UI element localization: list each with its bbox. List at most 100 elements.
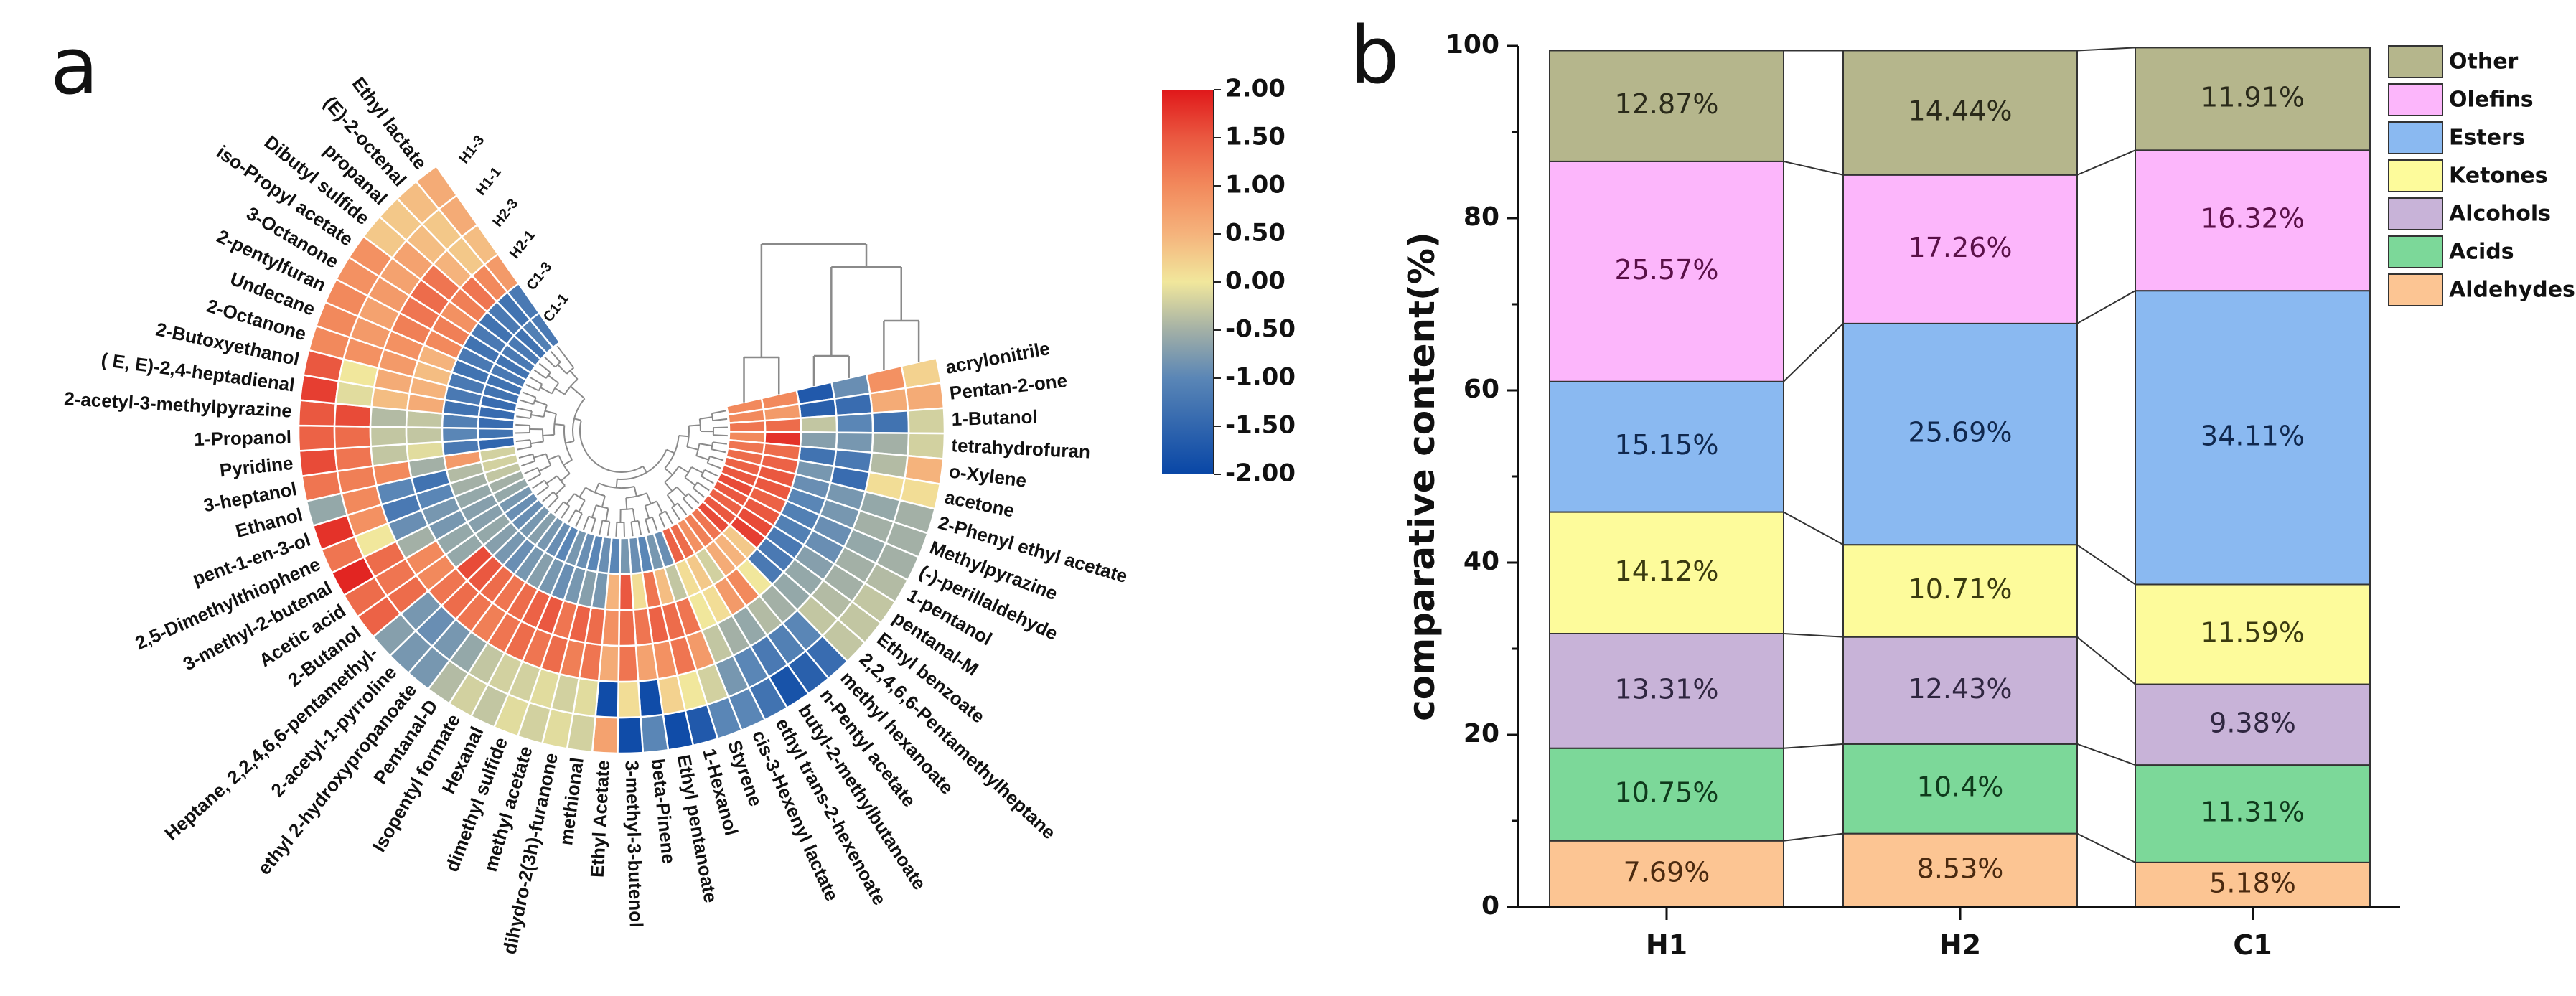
heatmap-cell bbox=[477, 427, 515, 441]
row-dendrogram-branch bbox=[699, 416, 713, 420]
row-dendrogram-branch bbox=[666, 494, 675, 506]
legend-label: Alcohols bbox=[2449, 202, 2551, 227]
connector-line bbox=[2076, 290, 2136, 324]
colorbar-tick-label: -2.00 bbox=[1225, 459, 1296, 488]
row-dendrogram-branch bbox=[545, 410, 557, 415]
row-dendrogram-branch bbox=[560, 473, 571, 482]
row-dendrogram-branch bbox=[594, 483, 600, 493]
row-dendrogram-branch bbox=[568, 509, 576, 523]
bar-data-label: 34.11% bbox=[2201, 420, 2305, 451]
row-dendrogram-branch bbox=[516, 415, 531, 419]
bar-data-label: 5.18% bbox=[2209, 867, 2296, 898]
row-dendrogram-branch bbox=[707, 462, 721, 469]
row-dendrogram-link bbox=[684, 466, 693, 479]
y-axis-label: comparative content(%) bbox=[1401, 232, 1443, 721]
row-dendrogram-branch bbox=[533, 453, 547, 459]
connector-line bbox=[1783, 832, 1844, 842]
row-dendrogram-branch bbox=[518, 453, 533, 459]
heatmap-cell bbox=[871, 409, 910, 434]
row-dendrogram-branch bbox=[532, 479, 545, 489]
row-dendrogram-branch bbox=[693, 487, 705, 498]
row-label: 1-Butanol bbox=[951, 405, 1038, 430]
row-dendrogram-branch bbox=[556, 345, 575, 369]
connector-line bbox=[2076, 636, 2136, 685]
heatmap-cell bbox=[904, 382, 945, 412]
row-dendrogram-branch bbox=[688, 493, 700, 504]
row-dendrogram-branch bbox=[515, 423, 530, 426]
row-dendrogram-branch bbox=[561, 505, 571, 519]
row-dendrogram-branch bbox=[704, 469, 718, 477]
row-dendrogram-branch bbox=[678, 466, 689, 474]
row-dendrogram-branch bbox=[606, 521, 611, 536]
row-dendrogram-branch bbox=[563, 459, 573, 466]
row-label: o-Xylene bbox=[948, 460, 1028, 492]
row-label: beta-Pinene bbox=[647, 758, 680, 865]
bar-segment-esters bbox=[2135, 290, 2371, 586]
bar-data-label: 25.69% bbox=[1908, 417, 2013, 448]
row-dendrogram-branch bbox=[515, 439, 530, 443]
heatmap-cell bbox=[907, 407, 946, 435]
row-dendrogram-branch bbox=[524, 466, 538, 474]
row-dendrogram-branch bbox=[644, 505, 650, 519]
row-dendrogram-branch bbox=[538, 362, 551, 373]
row-dendrogram-link bbox=[558, 455, 571, 474]
bar-segment-aldehydes bbox=[1549, 840, 1784, 908]
row-dendrogram-branch bbox=[533, 369, 547, 379]
bar-data-label: 13.31% bbox=[1615, 673, 1719, 705]
row-dendrogram-link bbox=[596, 504, 609, 509]
heatmap-cell bbox=[591, 715, 619, 755]
colorbar-tick-label: 1.00 bbox=[1225, 171, 1285, 199]
row-dendrogram-link bbox=[579, 420, 644, 473]
heatmap-cell bbox=[441, 426, 479, 443]
bar-data-label: 25.57% bbox=[1615, 254, 1719, 286]
row-dendrogram-branch bbox=[554, 387, 566, 395]
bar-segment-aldehydes bbox=[1842, 832, 2078, 908]
row-dendrogram-branch bbox=[676, 486, 687, 497]
row-dendrogram-branch bbox=[544, 356, 556, 368]
bar-data-label: 17.26% bbox=[1908, 232, 2013, 263]
legend-label: Esters bbox=[2449, 126, 2525, 151]
row-dendrogram-branch bbox=[554, 501, 565, 514]
bar-data-label: 10.75% bbox=[1615, 777, 1719, 809]
row-dendrogram-branch bbox=[579, 487, 586, 498]
bar-segment-olefins bbox=[1842, 174, 2078, 324]
row-dendrogram-branch bbox=[575, 513, 583, 527]
connector-line bbox=[2076, 47, 2136, 52]
bar-data-label: 12.87% bbox=[1615, 88, 1719, 120]
bar-segment-acids bbox=[1549, 747, 1784, 842]
legend-swatch-alcohols bbox=[2388, 197, 2443, 230]
bar-segment-esters bbox=[1842, 322, 2078, 546]
bar-data-label: 12.43% bbox=[1908, 673, 2013, 705]
row-dendrogram-link bbox=[533, 397, 537, 405]
legend-swatch-esters bbox=[2388, 121, 2443, 154]
heatmap-cell bbox=[907, 432, 946, 460]
legend-label: Olefins bbox=[2449, 88, 2534, 113]
heatmap-cell bbox=[617, 715, 645, 755]
colorbar-tick-label: 1.50 bbox=[1225, 123, 1285, 151]
row-dendrogram-branch bbox=[536, 486, 549, 496]
row-dendrogram-link bbox=[645, 500, 657, 507]
row-dendrogram-branch bbox=[529, 376, 543, 385]
row-dendrogram-branch bbox=[538, 464, 551, 472]
row-dendrogram-branch bbox=[530, 441, 544, 445]
colorbar: 2.00 1.50 1.00 0.50 0.00 -0.50 -1.00 -1.50 -2.00 bbox=[1162, 75, 1296, 488]
row-dendrogram-branch bbox=[664, 467, 673, 476]
colorbar-gradient bbox=[1162, 90, 1214, 474]
bar-data-label: 10.4% bbox=[1917, 771, 2004, 803]
heatmap-cell bbox=[333, 425, 373, 450]
row-dendrogram-link bbox=[585, 487, 606, 497]
row-dendrogram-branch bbox=[601, 495, 606, 507]
heatmap-cell bbox=[405, 426, 444, 446]
row-dendrogram-branch bbox=[632, 508, 636, 522]
row-dendrogram-branch bbox=[522, 391, 537, 398]
row-dendrogram-link bbox=[563, 378, 579, 395]
x-tick-label: C1 bbox=[2233, 929, 2272, 961]
row-label: tetrahydrofuran bbox=[951, 434, 1091, 462]
row-dendrogram-branch bbox=[554, 423, 565, 426]
row-dendrogram-branch bbox=[664, 481, 673, 492]
row-dendrogram-branch bbox=[695, 455, 709, 461]
row-dendrogram-branch bbox=[555, 484, 566, 495]
row-dendrogram-branch bbox=[684, 476, 696, 487]
legend-swatch-ketones bbox=[2388, 159, 2443, 192]
